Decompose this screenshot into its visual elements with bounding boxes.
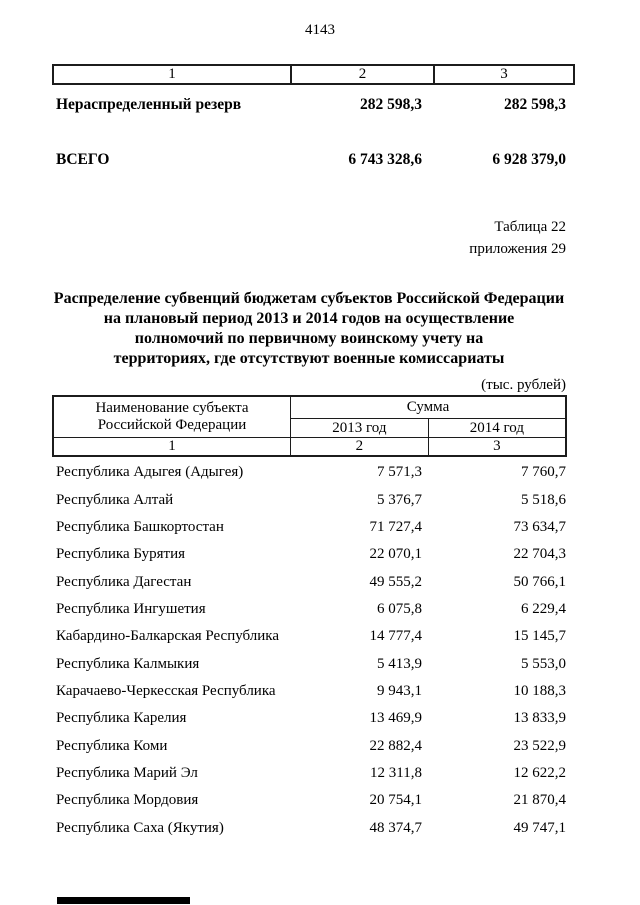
main-table-header-row-1: Наименование субъекта Российской Федерац… bbox=[52, 395, 567, 438]
table-row: Республика Башкортостан 71 727,4 73 634,7 bbox=[52, 514, 567, 541]
value-2013: 14 777,4 bbox=[369, 628, 423, 645]
value-2013: 7 571,3 bbox=[377, 464, 422, 481]
value-2013: 5 413,9 bbox=[377, 655, 422, 672]
subject-name: Республика Ингушетия bbox=[56, 600, 206, 617]
subject-rows: Республика Адыгея (Адыгея) 7 571,3 7 760,7… bbox=[52, 459, 567, 842]
table-row: Карачаево-Черкесская Республика 9 943,1 10… bbox=[52, 678, 567, 705]
value-2014: 73 634,7 bbox=[513, 518, 567, 535]
table-row: Республика Коми 22 882,4 23 522,9 bbox=[52, 732, 567, 759]
value-2014: 5 553,0 bbox=[521, 655, 566, 672]
value-2014: 22 704,3 bbox=[513, 546, 567, 563]
table-row: Республика Бурятия 22 070,1 22 704,3 bbox=[52, 541, 567, 568]
top-table-col1: 1 bbox=[52, 64, 292, 85]
main-table-header-row-2: 2013 год 2014 год bbox=[53, 418, 567, 438]
value-2014: 6 928 379,0 bbox=[492, 151, 566, 168]
value-2014: 49 747,1 bbox=[513, 819, 567, 836]
table-row: Республика Мордовия 20 754,1 21 870,4 bbox=[52, 787, 567, 814]
table-row: Республика Алтай 5 376,7 5 518,6 bbox=[52, 486, 567, 513]
table-row: Республика Карелия 13 469,9 13 833,9 bbox=[52, 705, 567, 732]
subject-name: Республика Коми bbox=[56, 737, 168, 754]
title-line-1: Распределение субвенций бюджетам субъект… bbox=[53, 290, 565, 307]
subject-name: Карачаево-Черкесская Республика bbox=[56, 682, 276, 699]
value-2014: 282 598,3 bbox=[504, 96, 566, 113]
subject-name: Республика Дагестан bbox=[56, 573, 192, 590]
value-2013: 22 882,4 bbox=[369, 737, 423, 754]
subject-name-header-line2: Российской Федерации bbox=[97, 417, 247, 433]
page-number: 4143 bbox=[305, 22, 335, 38]
value-2014: 23 522,9 bbox=[513, 737, 567, 754]
value-2014: 15 145,7 bbox=[513, 628, 567, 645]
subject-name: Республика Алтай bbox=[56, 491, 174, 508]
table-row: Республика Марий Эл 12 311,8 12 622,2 bbox=[52, 760, 567, 787]
table-row: Республика Калмыкия 5 413,9 5 553,0 bbox=[52, 650, 567, 677]
total-row: ВСЕГО 6 743 328,6 6 928 379,0 bbox=[52, 151, 567, 169]
table-row: Кабардино-Балкарская Республика 14 777,4 1… bbox=[52, 623, 567, 650]
annex-reference: приложения 29 bbox=[469, 241, 566, 257]
subject-name: Республика Башкортостан bbox=[56, 518, 224, 535]
subject-name-header-line1: Наименование субъекта bbox=[95, 400, 249, 416]
value-2014: 6 229,4 bbox=[521, 600, 566, 617]
top-table-col2: 2 bbox=[290, 64, 435, 85]
value-2014: 10 188,3 bbox=[513, 682, 567, 699]
value-2013: 6 075,8 bbox=[377, 600, 422, 617]
value-2013: 12 311,8 bbox=[370, 764, 422, 781]
row-label: ВСЕГО bbox=[56, 151, 110, 168]
subject-name-header: Наименование субъекта Российской Федерац… bbox=[52, 395, 291, 438]
value-2013: 20 754,1 bbox=[369, 792, 423, 809]
table-row: Республика Адыгея (Адыгея) 7 571,3 7 760,7 bbox=[52, 459, 567, 486]
year-2014-header: 2014 год bbox=[427, 418, 567, 438]
subject-name: Республика Мордовия bbox=[56, 792, 199, 809]
value-2013: 71 727,4 bbox=[369, 518, 423, 535]
table-row: Республика Саха (Якутия) 48 374,7 49 747,1 bbox=[52, 814, 567, 841]
value-2013: 282 598,3 bbox=[360, 96, 422, 113]
subject-name: Кабардино-Балкарская Республика bbox=[56, 628, 280, 645]
sum-group-header: Сумма bbox=[290, 395, 567, 419]
value-2014: 13 833,9 bbox=[513, 710, 567, 727]
value-2013: 5 376,7 bbox=[377, 491, 422, 508]
subject-name: Республика Калмыкия bbox=[56, 655, 200, 672]
value-2013: 13 469,9 bbox=[369, 710, 423, 727]
value-2014: 5 518,6 bbox=[521, 491, 566, 508]
table-reference: Таблица 22 bbox=[494, 219, 566, 235]
value-2014: 50 766,1 bbox=[513, 573, 567, 590]
main-table-col2-number: 2 bbox=[290, 437, 429, 457]
table-row: Республика Ингушетия 6 075,8 6 229,4 bbox=[52, 596, 567, 623]
main-table-numbering-row: 1 2 3 bbox=[52, 437, 567, 457]
value-2013: 9 943,1 bbox=[377, 682, 422, 699]
subject-name: Республика Карелия bbox=[56, 710, 187, 727]
row-label: Нераспределенный резерв bbox=[56, 96, 242, 113]
title-line-4: территориях, где отсутствуют военные ком… bbox=[113, 350, 505, 367]
units-note: (тыс. рублей) bbox=[481, 377, 566, 393]
top-table-col3: 3 bbox=[433, 64, 575, 85]
value-2013: 49 555,2 bbox=[369, 573, 423, 590]
title-line-2: на плановый период 2013 и 2014 годов на … bbox=[103, 310, 515, 327]
subject-name: Республика Адыгея (Адыгея) bbox=[56, 464, 244, 481]
top-table-header-row: 1 2 3 bbox=[52, 64, 575, 85]
value-2013: 48 374,7 bbox=[369, 819, 423, 836]
main-table-header: Наименование субъекта Российской Федерац… bbox=[52, 395, 567, 457]
value-2014: 7 760,7 bbox=[521, 464, 566, 481]
document-title: Распределение субвенций бюджетам субъект… bbox=[0, 289, 618, 369]
title-line-3: полномочий по первичному воинскому учету… bbox=[134, 330, 484, 347]
scan-artifact-bar bbox=[57, 897, 190, 904]
value-2013: 6 743 328,6 bbox=[348, 151, 422, 168]
table-row: Республика Дагестан 49 555,2 50 766,1 bbox=[52, 568, 567, 595]
main-table-col1-number: 1 bbox=[52, 437, 291, 457]
main-table-col3-number: 3 bbox=[427, 437, 567, 457]
subject-name: Республика Марий Эл bbox=[56, 764, 198, 781]
value-2014: 21 870,4 bbox=[513, 792, 567, 809]
subject-name: Республика Бурятия bbox=[56, 546, 186, 563]
value-2014: 12 622,2 bbox=[513, 764, 567, 781]
unallocated-reserve-row: Нераспределенный резерв 282 598,3 282 59… bbox=[52, 96, 567, 114]
top-column-numbers-table: 1 2 3 bbox=[52, 64, 575, 85]
subject-name: Республика Саха (Якутия) bbox=[56, 819, 224, 836]
value-2013: 22 070,1 bbox=[369, 546, 423, 563]
year-2013-header: 2013 год bbox=[290, 418, 429, 438]
